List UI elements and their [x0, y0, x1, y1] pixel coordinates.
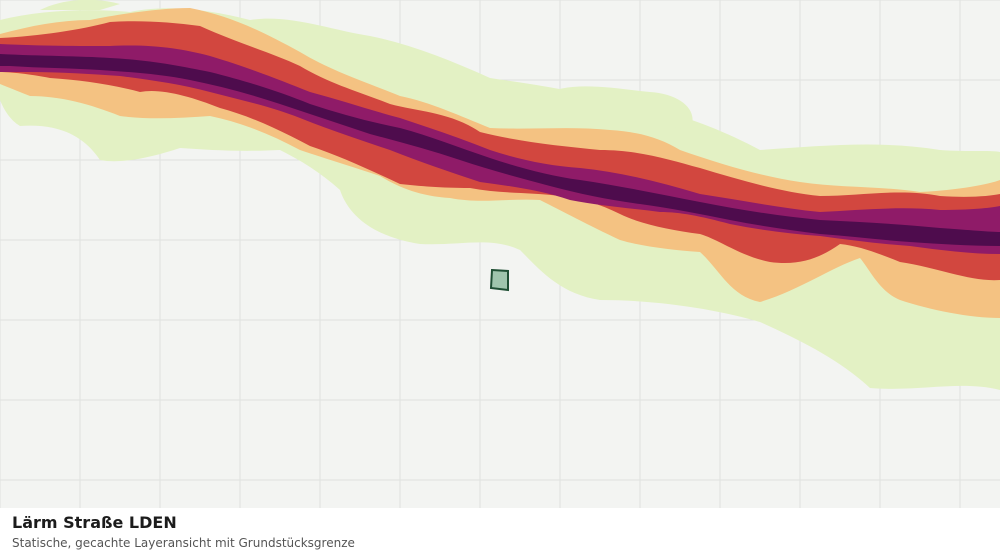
noise-map-canvas — [0, 0, 1000, 508]
map-view[interactable] — [0, 0, 1000, 508]
layer-subtitle: Statische, gecachte Layeransicht mit Gru… — [12, 536, 355, 550]
parcel-boundary[interactable] — [489, 268, 509, 292]
layer-title: Lärm Straße LDEN — [12, 513, 177, 532]
noise-band-high — [0, 44, 1000, 254]
noise-band-highest — [0, 54, 1000, 246]
layer-caption: Lärm Straße LDEN Statische, gecachte Lay… — [0, 508, 1000, 560]
